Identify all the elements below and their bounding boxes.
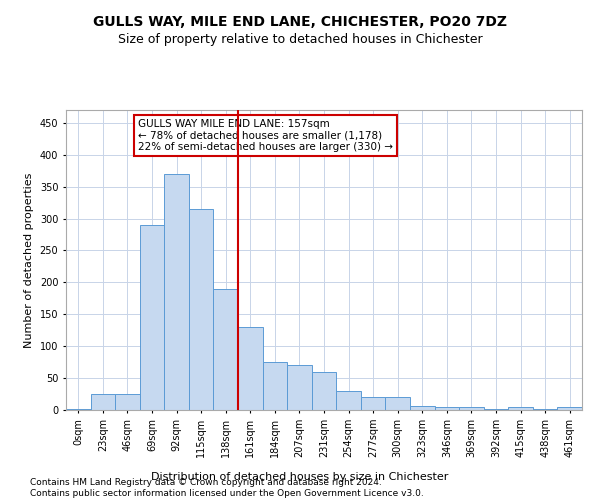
Bar: [66, 408, 91, 410]
Bar: [557, 407, 582, 410]
Bar: [459, 407, 484, 410]
Bar: [533, 408, 557, 410]
Bar: [238, 327, 263, 410]
Y-axis label: Number of detached properties: Number of detached properties: [24, 172, 34, 348]
Bar: [336, 391, 361, 410]
Bar: [263, 362, 287, 410]
Bar: [361, 397, 385, 410]
Text: GULLS WAY MILE END LANE: 157sqm
← 78% of detached houses are smaller (1,178)
22%: GULLS WAY MILE END LANE: 157sqm ← 78% of…: [138, 119, 393, 152]
Bar: [164, 174, 189, 410]
Bar: [508, 407, 533, 410]
Text: Size of property relative to detached houses in Chichester: Size of property relative to detached ho…: [118, 32, 482, 46]
Bar: [385, 397, 410, 410]
Bar: [410, 406, 434, 410]
Bar: [115, 394, 140, 410]
Text: GULLS WAY, MILE END LANE, CHICHESTER, PO20 7DZ: GULLS WAY, MILE END LANE, CHICHESTER, PO…: [93, 15, 507, 29]
Bar: [484, 408, 508, 410]
Bar: [434, 407, 459, 410]
Text: Contains HM Land Registry data © Crown copyright and database right 2024.
Contai: Contains HM Land Registry data © Crown c…: [30, 478, 424, 498]
Bar: [312, 372, 336, 410]
Bar: [140, 225, 164, 410]
Text: Distribution of detached houses by size in Chichester: Distribution of detached houses by size …: [151, 472, 449, 482]
Bar: [214, 288, 238, 410]
Bar: [189, 209, 214, 410]
Bar: [91, 394, 115, 410]
Bar: [287, 366, 312, 410]
